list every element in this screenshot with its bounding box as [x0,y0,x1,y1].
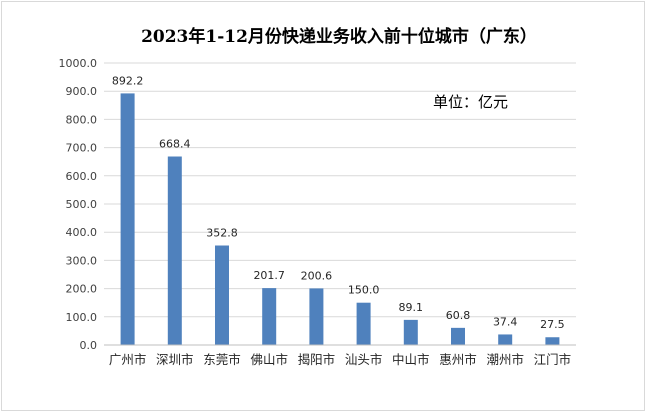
data-label: 27.5 [540,318,565,331]
y-tick-label: 1000.0 [59,57,98,70]
y-tick-label: 400.0 [66,226,98,239]
data-label: 37.4 [493,315,518,328]
data-label: 352.8 [206,227,238,240]
y-axis-ticks: 0.0 100.0 200.0 300.0 400.0 500.0 600.0 700.0 80… [59,57,98,352]
data-label: 60.8 [446,309,471,322]
y-tick-label: 600.0 [66,170,98,183]
bar-5 [309,288,324,345]
y-tick-label: 700.0 [66,142,98,155]
y-tick-label: 200.0 [66,283,98,296]
data-labels: 892.2 668.4 352.8 201.7 200.6 150.0 89.1 60.8 37… [112,74,565,331]
bar-9 [498,334,513,345]
category-label: 江门市 [534,352,572,367]
gridlines [104,62,576,318]
y-tick-label: 300.0 [66,254,98,267]
data-label: 150.0 [348,284,380,297]
bar-3 [215,245,229,345]
unit-note: 单位：亿元 [433,93,508,111]
data-label: 89.1 [399,301,424,314]
category-label: 揭阳市 [298,352,336,367]
category-label: 中山市 [392,352,430,367]
category-label: 佛山市 [250,352,288,367]
y-tick-label: 100.0 [66,311,98,324]
category-label: 深圳市 [156,352,194,367]
category-label: 汕头市 [345,352,383,367]
x-axis-categories: 广州市 深圳市 东莞市 佛山市 揭阳市 汕头市 中山市 惠州市 潮州市 江门市 [109,352,571,367]
y-tick-label: 500.0 [66,198,98,211]
chart-title: 2023年1-12月份快递业务收入前十位城市（广东） [141,26,537,47]
data-label: 201.7 [253,269,285,282]
bar-6 [356,302,371,345]
y-tick-label: 0.0 [80,339,98,352]
bar-8 [451,327,465,345]
data-label: 668.4 [159,138,191,151]
category-label: 东莞市 [203,352,241,367]
y-tick-label: 900.0 [66,85,98,98]
bar-2 [167,156,182,345]
bar-10 [545,337,560,345]
category-label: 潮州市 [486,352,524,367]
bar-7 [403,319,418,345]
y-tick-label: 800.0 [66,113,98,126]
category-label: 广州市 [109,352,147,367]
bar-4 [262,288,277,345]
category-label: 惠州市 [439,352,477,367]
bars [120,93,560,345]
data-label: 200.6 [301,269,333,282]
bar-1 [120,93,135,345]
data-label: 892.2 [112,74,144,87]
